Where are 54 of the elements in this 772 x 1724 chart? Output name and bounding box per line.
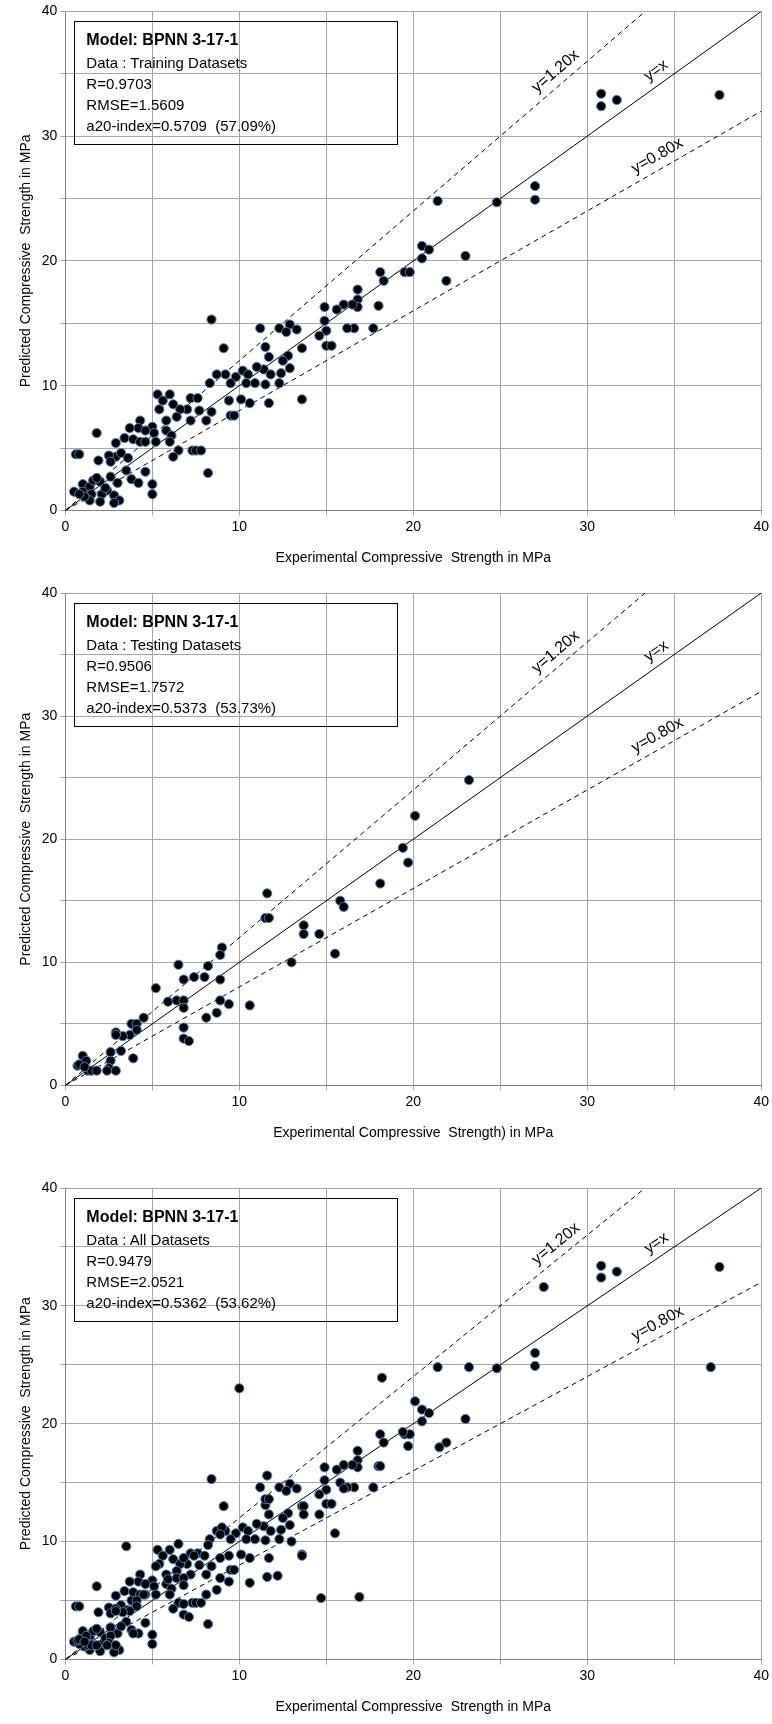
y-tick-label: 40 <box>41 2 58 19</box>
x-tick-label: 0 <box>61 1092 70 1109</box>
x-tick-label: 30 <box>579 1666 596 1683</box>
text: y=x <box>640 636 671 665</box>
annotation: Data : Training Datasets <box>86 53 249 74</box>
y-tick-label: 40 <box>41 583 58 600</box>
annotation: a20-index=0.5709 (57.09%) <box>86 116 278 137</box>
chart-title: Model: BPNN 3-17-1 <box>86 31 239 49</box>
annotation: R=0.9506 <box>86 656 153 676</box>
y-tick-label: 0 <box>49 1650 58 1667</box>
x-tick-label: 10 <box>231 517 248 534</box>
annotation: RMSE=1.7572 <box>86 677 186 697</box>
y-tick-label: 40 <box>41 1178 58 1195</box>
y-axis-title: Predicted Compressive Strength in MPa <box>17 134 34 388</box>
x-axis-title: Experimental Compressive Strength) in MPa <box>273 1124 554 1141</box>
y-tick-label: 30 <box>41 127 58 144</box>
x-axis-title: Experimental Compressive Strength in MPa <box>275 1698 552 1715</box>
x-tick-label: 30 <box>579 1092 596 1109</box>
x-tick-label: 10 <box>231 1092 248 1109</box>
chart-title: Model: BPNN 3-17-1 <box>86 613 239 630</box>
x-tick-label: 0 <box>61 517 70 534</box>
x-tick-label: 40 <box>753 1092 770 1109</box>
y-axis-title: Predicted Compressive Strength in MPa <box>17 712 34 966</box>
x-tick-label: 20 <box>405 1666 422 1683</box>
y-tick-label: 10 <box>41 376 58 393</box>
annotation: Data : Testing Datasets <box>86 635 243 655</box>
x-tick-label: 40 <box>753 1666 770 1683</box>
annotation: RMSE=2.0521 <box>86 1272 186 1292</box>
chart-title: Model: BPNN 3-17-1 <box>86 1208 239 1225</box>
annotation: a20-index=0.5373 (53.73%) <box>86 698 278 718</box>
x-tick-label: 10 <box>231 1666 248 1683</box>
y-tick-label: 0 <box>49 501 58 518</box>
annotation: Data : All Datasets <box>86 1230 211 1250</box>
y-tick-label: 20 <box>41 251 58 268</box>
text: y=x <box>640 1228 672 1257</box>
x-tick-label: 40 <box>753 517 770 534</box>
y-tick-label: 30 <box>41 1296 58 1313</box>
y-tick-label: 10 <box>41 1532 58 1549</box>
x-tick-label: 30 <box>579 517 596 534</box>
x-tick-label: 0 <box>61 1666 70 1683</box>
y-tick-label: 20 <box>41 830 58 847</box>
y-tick-label: 10 <box>41 953 58 970</box>
y-axis-title: Predicted Compressive Strength in MPa <box>17 1297 34 1551</box>
text: y=x <box>640 55 671 85</box>
y-tick-label: 20 <box>41 1414 58 1431</box>
x-tick-label: 20 <box>405 517 422 534</box>
annotation: R=0.9479 <box>86 1251 153 1271</box>
y-tick-label: 30 <box>41 706 58 723</box>
y-tick-label: 0 <box>49 1076 58 1093</box>
annotation: RMSE=1.5609 <box>86 95 186 116</box>
annotation: R=0.9703 <box>86 74 153 95</box>
x-tick-label: 20 <box>405 1092 422 1109</box>
x-axis-title: Experimental Compressive Strength in MPa <box>275 549 552 566</box>
annotation: a20-index=0.5362 (53.62%) <box>86 1293 278 1313</box>
